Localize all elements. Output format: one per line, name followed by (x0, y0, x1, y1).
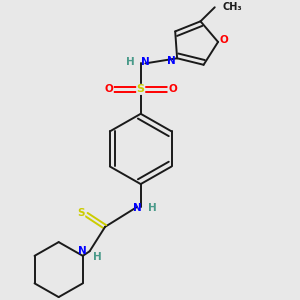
Text: O: O (220, 35, 229, 45)
Text: O: O (104, 84, 113, 94)
Text: N: N (167, 56, 175, 66)
Text: N: N (78, 246, 87, 256)
Text: S: S (77, 208, 85, 218)
Text: O: O (168, 84, 177, 94)
Text: S: S (137, 84, 145, 94)
Text: N: N (141, 57, 150, 67)
Text: H: H (148, 203, 157, 214)
Text: H: H (93, 252, 102, 262)
Text: N: N (133, 203, 141, 214)
Text: CH₃: CH₃ (223, 2, 242, 12)
Text: H: H (125, 57, 134, 67)
